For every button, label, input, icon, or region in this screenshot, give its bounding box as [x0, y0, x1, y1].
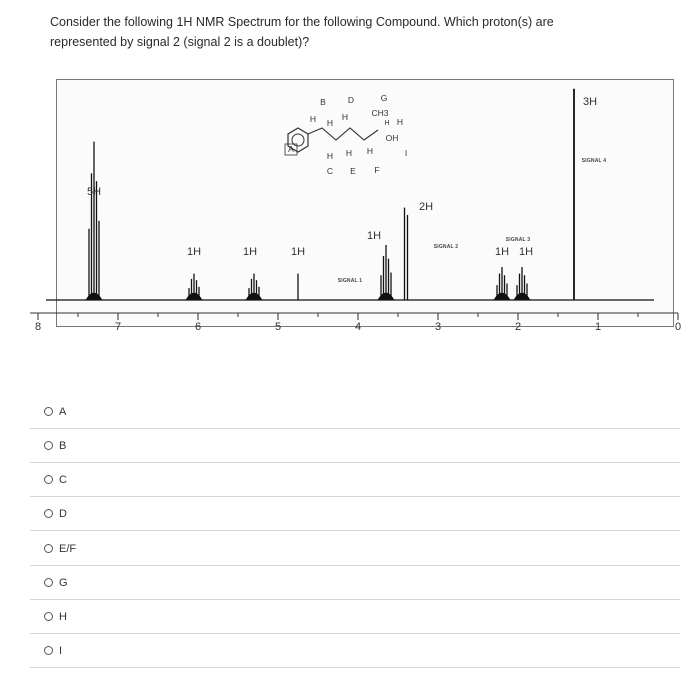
radio-button[interactable]: [44, 407, 53, 416]
option-a[interactable]: A: [30, 395, 680, 429]
radio-button[interactable]: [44, 544, 53, 553]
option-b[interactable]: B: [30, 429, 680, 463]
question-line-2: represented by signal 2 (signal 2 is a d…: [50, 35, 310, 49]
option-label: C: [59, 473, 67, 486]
molecule-chain: [307, 127, 379, 141]
option-c[interactable]: C: [30, 463, 680, 497]
option-label: I: [59, 644, 63, 657]
option-g[interactable]: G: [30, 566, 680, 600]
radio-button[interactable]: [44, 441, 53, 450]
spectrum-peak-7: [493, 267, 511, 301]
question-line-1: Consider the following 1H NMR Spectrum f…: [50, 15, 554, 29]
radio-button[interactable]: [44, 509, 53, 518]
option-h[interactable]: H: [30, 600, 680, 634]
spectrum-peak-5: [377, 245, 395, 301]
benzene-ring: [287, 127, 309, 153]
ring-label-box: [284, 143, 298, 156]
option-i[interactable]: I: [30, 634, 680, 668]
question-text: Consider the following 1H NMR Spectrum f…: [50, 12, 660, 52]
spectrum-peak-6: [403, 207, 409, 300]
spectrum-peak-1: [85, 141, 103, 301]
radio-button[interactable]: [44, 475, 53, 484]
radio-button[interactable]: [44, 578, 53, 587]
spectrum-peak-2: [185, 273, 203, 301]
option-label: E/F: [59, 542, 77, 555]
nmr-spectrum-frame: [56, 79, 674, 327]
option-e-f[interactable]: E/F: [30, 532, 680, 566]
option-label: G: [59, 576, 68, 589]
radio-button[interactable]: [44, 646, 53, 655]
option-label: H: [59, 610, 67, 623]
option-d[interactable]: D: [30, 497, 680, 531]
option-label: D: [59, 507, 67, 520]
option-label: A: [59, 405, 67, 418]
option-label: B: [59, 439, 67, 452]
molecule-structure: [284, 127, 379, 156]
spectrum-peak-8: [513, 267, 531, 301]
spectrum-peak-3: [245, 273, 263, 301]
nmr-spectrum-chart: [30, 88, 679, 320]
benzene-ring-circle: [291, 133, 305, 147]
radio-button[interactable]: [44, 612, 53, 621]
